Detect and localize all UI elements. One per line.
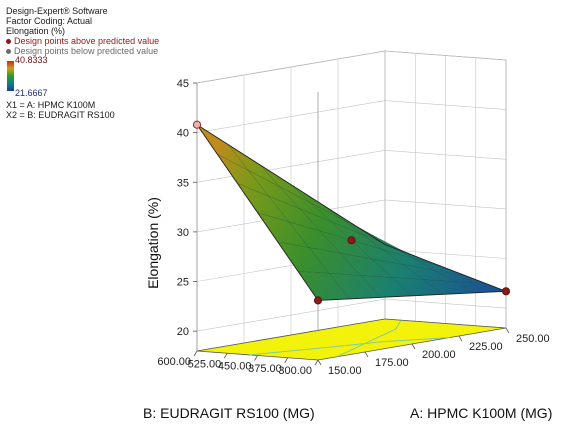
x-tick-label: 175.00: [375, 357, 409, 369]
legend-below-label: Design points below predicted value: [14, 46, 159, 56]
x-tick-mark: [505, 327, 510, 334]
y-tick-mark: [284, 357, 289, 363]
software-label: Design-Expert® Software: [6, 6, 108, 16]
surface-outline: [196, 124, 507, 301]
info-panel: Design-Expert® Software Factor Coding: A…: [6, 6, 159, 120]
legend-above-label: Design points above predicted value: [14, 36, 160, 46]
contour-line: [249, 337, 450, 356]
y-tick-label: 300.00: [278, 365, 312, 377]
color-scale: 40.8333 21.6667: [6, 55, 159, 98]
design-point: [347, 236, 356, 245]
y-tick-label: 450.00: [218, 361, 252, 373]
response-surface: [196, 124, 507, 301]
x-tick-mark: [411, 343, 416, 350]
x-tick-mark: [364, 351, 369, 358]
design-points: [192, 120, 511, 305]
x-tick-label: 250.00: [516, 333, 550, 345]
axis-ticks: 20 25 30 35 40 45 150.00 175.00 200.00 225.00 250.…: [157, 78, 549, 377]
color-scale-min: 21.6667: [15, 88, 48, 98]
z-axis-label: Elongation (%): [145, 197, 161, 289]
color-scale-bar: [7, 61, 14, 91]
below-point-icon: [6, 48, 11, 54]
floor-plane: [196, 318, 507, 361]
design-point: [501, 287, 511, 296]
y-axis-label: B: EUDRAGIT RS100 (MG): [143, 405, 315, 421]
legend-above: Design points above predicted value: [6, 36, 159, 46]
design-point: [313, 296, 323, 305]
box-gridlines: [196, 50, 507, 360]
legend-below: Design points below predicted value: [6, 46, 159, 56]
x-tick-label: 225.00: [469, 341, 503, 353]
y-tick-label: 375.00: [248, 363, 282, 375]
y-tick-mark: [223, 353, 228, 359]
color-scale-max: 40.8333: [15, 55, 48, 65]
design-point: [192, 120, 202, 129]
y-tick-label: 600.00: [157, 356, 191, 368]
x-tick-mark: [317, 359, 322, 366]
z-tick-label: 25: [177, 277, 189, 289]
z-tick-label: 35: [177, 177, 189, 189]
x2-label: X2 = B: EUDRAGIT RS100: [6, 110, 115, 120]
z-tick-label: 30: [177, 227, 189, 239]
x-tick-label: 200.00: [422, 349, 456, 361]
z-tick-label: 20: [177, 326, 189, 338]
contour-floor: [196, 318, 507, 361]
y-tick-mark: [314, 359, 319, 366]
x-tick-label: 150.00: [328, 365, 362, 377]
y-tick-label: 525.00: [188, 358, 222, 370]
above-point-icon: [6, 38, 11, 44]
x-axis-label: A: HPMC K100M (MG): [410, 405, 552, 421]
response-label: Elongation (%): [6, 26, 66, 36]
y-tick-mark: [193, 350, 198, 357]
y-tick-mark: [254, 355, 258, 361]
z-tick-label: 45: [177, 78, 189, 90]
factor-coding-label: Factor Coding: Actual: [6, 16, 93, 26]
x-tick-mark: [458, 335, 463, 342]
x1-label: X1 = A: HPMC K100M: [6, 100, 96, 110]
contour-line: [336, 319, 402, 358]
z-tick-label: 40: [177, 128, 189, 140]
